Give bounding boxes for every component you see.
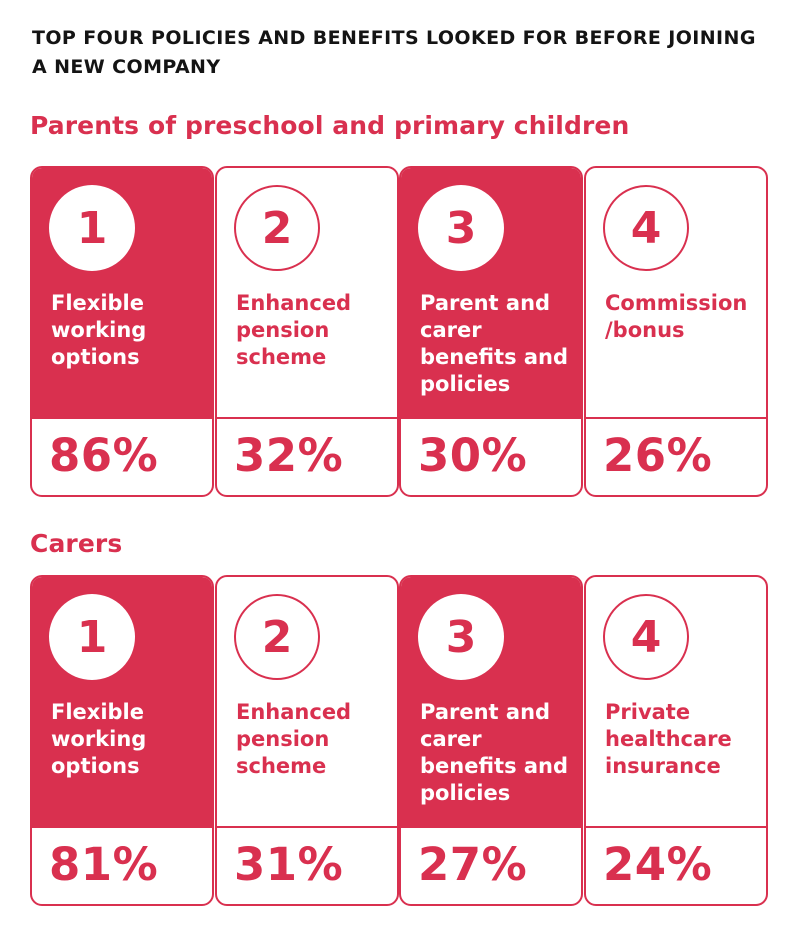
ranking-card: 2 Enhanced pension scheme 32% bbox=[215, 166, 399, 497]
policy-label: Flexible working options bbox=[51, 700, 147, 778]
rank-badge: 2 bbox=[234, 594, 320, 680]
percentage-value: 24% bbox=[603, 838, 713, 891]
percentage-value: 27% bbox=[418, 838, 528, 891]
card-divider bbox=[401, 826, 581, 828]
policy-label: Commission /bonus bbox=[605, 291, 748, 342]
rank-badge: 2 bbox=[234, 185, 320, 271]
chart-title: TOP FOUR POLICIES AND BENEFITS LOOKED FO… bbox=[32, 27, 756, 78]
rank-badge: 3 bbox=[418, 185, 504, 271]
policy-label: Flexible working options bbox=[51, 291, 147, 369]
rank-badge: 1 bbox=[49, 185, 135, 271]
ranking-card: 1 Flexible working options 86% bbox=[30, 166, 214, 497]
ranking-card: 2 Enhanced pension scheme 31% bbox=[215, 575, 399, 906]
percentage-value: 32% bbox=[234, 429, 344, 482]
card-divider bbox=[586, 417, 766, 419]
rank-badge: 4 bbox=[603, 185, 689, 271]
percentage-value: 31% bbox=[234, 838, 344, 891]
policy-label: Parent and carer benefits and policies bbox=[420, 291, 569, 396]
ranking-card: 1 Flexible working options 81% bbox=[30, 575, 214, 906]
percentage-value: 26% bbox=[603, 429, 713, 482]
policy-label: Private healthcare insurance bbox=[605, 700, 732, 778]
cards-row-carers: 1 Flexible working options 81% 2 Enhance… bbox=[30, 575, 768, 906]
card-divider bbox=[586, 826, 766, 828]
ranking-card: 4 Commission /bonus 26% bbox=[584, 166, 768, 497]
card-divider bbox=[401, 417, 581, 419]
section-title-parents: Parents of preschool and primary childre… bbox=[30, 111, 630, 140]
card-divider bbox=[217, 826, 397, 828]
ranking-card: 4 Private healthcare insurance 24% bbox=[584, 575, 768, 906]
rank-badge: 3 bbox=[418, 594, 504, 680]
rank-badge: 4 bbox=[603, 594, 689, 680]
percentage-value: 86% bbox=[49, 429, 159, 482]
ranking-card: 3 Parent and carer benefits and policies… bbox=[399, 575, 583, 906]
card-divider bbox=[32, 417, 212, 419]
section-title-carers: Carers bbox=[30, 529, 123, 558]
percentage-value: 81% bbox=[49, 838, 159, 891]
cards-row-parents: 1 Flexible working options 86% 2 Enhance… bbox=[30, 166, 768, 497]
policy-label: Enhanced pension scheme bbox=[236, 291, 352, 369]
card-divider bbox=[217, 417, 397, 419]
percentage-value: 30% bbox=[418, 429, 528, 482]
policy-label: Enhanced pension scheme bbox=[236, 700, 352, 778]
rank-badge: 1 bbox=[49, 594, 135, 680]
ranking-card: 3 Parent and carer benefits and policies… bbox=[399, 166, 583, 497]
policy-label: Parent and carer benefits and policies bbox=[420, 700, 569, 805]
card-divider bbox=[32, 826, 212, 828]
